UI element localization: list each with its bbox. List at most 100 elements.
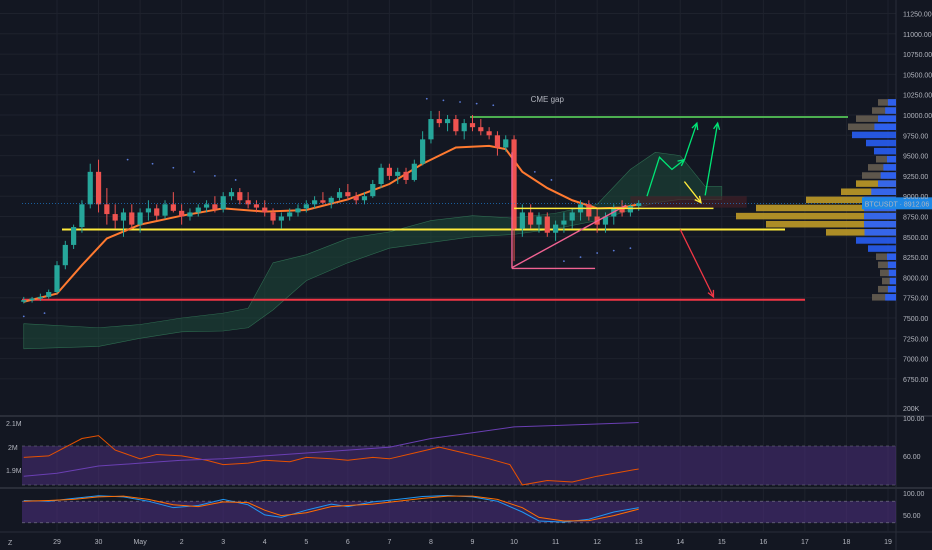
psar-dot (612, 249, 615, 252)
price-tick-label: 9000.00 (903, 194, 928, 201)
cme-gap-label: CME gap (531, 95, 565, 104)
stoch-band (22, 501, 896, 523)
trend-lines (511, 152, 714, 270)
gridlines (0, 0, 896, 531)
candle-body (179, 210, 185, 217)
candle-body (461, 123, 467, 132)
candle-body (553, 224, 559, 233)
candle-body (220, 196, 226, 210)
psar-dot (475, 102, 478, 105)
volume-profile-bar (864, 229, 896, 236)
candle-body (320, 200, 326, 203)
indicator-right-tick: 100.00 (903, 416, 925, 423)
candle-body (627, 205, 633, 213)
volume-profile-bar (856, 180, 896, 187)
candle-body (411, 163, 417, 180)
volume-profile (736, 99, 896, 301)
candle-body (453, 119, 459, 132)
time-tick-label: 6 (346, 539, 350, 546)
candle-body (403, 171, 409, 180)
volume-profile-bar (826, 229, 896, 236)
volume-profile-bar (856, 115, 896, 122)
volume-profile-bar (888, 269, 896, 277)
candle-body (37, 296, 43, 299)
psar-dot (234, 179, 237, 181)
indicator-left-tick: 2.1M (6, 421, 22, 428)
psar-dot (193, 170, 196, 173)
ichimoku-cloud (23, 152, 747, 350)
candle-body (469, 123, 476, 128)
candle-body (170, 204, 176, 211)
volume-profile-bar (876, 156, 896, 163)
indicator-line (23, 422, 639, 477)
time-tick-label: 12 (593, 539, 601, 546)
volume-axis-label: 200K (903, 406, 920, 413)
candle-body (262, 207, 268, 213)
candle-body (253, 204, 260, 208)
candle-body (619, 208, 625, 213)
price-tick-label: 11250.00 (903, 12, 932, 19)
volume-profile-bar (864, 220, 896, 228)
candle-body (528, 212, 534, 225)
volume-profile-bar (862, 172, 896, 179)
price-tick-label: 10000.00 (903, 113, 932, 120)
candle-body (87, 171, 93, 205)
candle-body (137, 212, 143, 225)
projection-arrow (679, 229, 715, 298)
volume-profile-bar (878, 99, 896, 106)
volume-profile-bar (874, 147, 896, 155)
psar-dot (533, 170, 536, 173)
candle-body (162, 204, 168, 216)
psar-dot (579, 256, 582, 258)
ema-line (23, 144, 639, 303)
projection-arrow (683, 122, 698, 160)
volume-profile-bar (887, 156, 896, 163)
candle-body (444, 119, 451, 124)
psar-dot (43, 312, 46, 315)
volume-profile-bar (872, 107, 896, 114)
time-tick-label: 10 (510, 539, 518, 546)
time-tick-label: 7 (387, 539, 391, 546)
trend-line (511, 204, 627, 269)
volume-profile-bar (868, 164, 896, 171)
volume-profile-bar (864, 212, 896, 220)
arrow-head (707, 289, 715, 299)
volume-profile-bar (871, 188, 896, 195)
candle-body (62, 244, 68, 266)
volume-profile-bar (756, 204, 896, 212)
price-tick-label: 7500.00 (903, 316, 928, 323)
candle-body (602, 216, 609, 225)
candle-body (195, 207, 201, 213)
candle-body (569, 212, 575, 221)
candle-body (345, 192, 351, 197)
time-tick-label: 9 (471, 539, 475, 546)
projection-arrow (704, 123, 719, 196)
indicator-right-tick: 60.00 (903, 454, 921, 461)
candle-body (237, 192, 243, 201)
time-tick-label: 11 (552, 539, 559, 546)
candle-body (420, 139, 426, 164)
candle-body (544, 216, 550, 233)
candle-body (503, 139, 509, 148)
volume-profile-bar (876, 253, 896, 260)
psar-dot (22, 315, 25, 318)
price-tick-label: 8000.00 (903, 275, 928, 282)
candle-body (328, 197, 334, 203)
candle-body (370, 184, 376, 197)
time-tick-label: 19 (884, 539, 892, 546)
volume-profile-bar (856, 237, 896, 244)
volume-profile-bar (878, 285, 896, 293)
candle-body (145, 208, 152, 213)
candle-body (428, 119, 434, 140)
volume-profile-bar (878, 115, 896, 122)
candle-body (303, 204, 309, 209)
candle-body (203, 204, 210, 208)
time-tick-label: 14 (676, 539, 684, 546)
volume-profile-bar (887, 261, 896, 269)
psar-dot (151, 162, 154, 165)
candle-body (336, 192, 343, 198)
time-tick-label: 4 (263, 539, 267, 546)
candle-body (46, 292, 52, 297)
